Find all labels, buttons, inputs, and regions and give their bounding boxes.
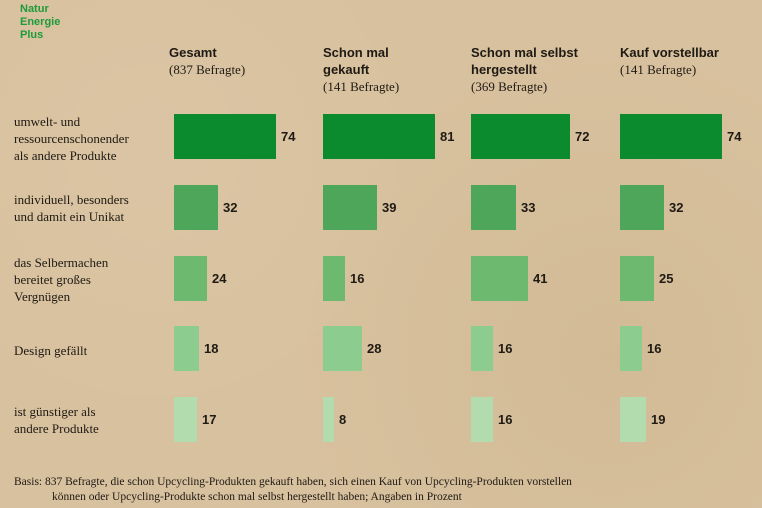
column-header-respondents: (369 Befragte) xyxy=(471,79,548,94)
bar-gesamt-row-5 xyxy=(174,397,197,442)
footnote-line-1: Basis: 837 Befragte, die schon Upcycling… xyxy=(14,476,572,488)
row-label-umweltschonend: umwelt- und ressourcenschonender als and… xyxy=(14,113,129,164)
value-label-hergestellt-row-3: 41 xyxy=(533,270,548,286)
row-label-line: bereitet großes xyxy=(14,272,91,287)
bar-gekauft-row-2 xyxy=(323,185,377,230)
column-header-respondents: (141 Befragte) xyxy=(620,62,697,77)
column-header-title-line2: hergestellt xyxy=(471,62,537,77)
row-label-guenstiger: ist günstiger als andere Produkte xyxy=(14,403,99,437)
value-label-vorstellbar-row-4: 16 xyxy=(647,340,662,356)
bar-vorstellbar-row-2 xyxy=(620,185,664,230)
value-label-hergestellt-row-5: 16 xyxy=(498,411,513,427)
value-label-vorstellbar-row-2: 32 xyxy=(669,199,684,215)
value-label-hergestellt-row-4: 16 xyxy=(498,340,513,356)
bar-vorstellbar-row-3 xyxy=(620,256,654,301)
logo-line-1: Natur xyxy=(20,3,49,15)
bar-hergestellt-row-2 xyxy=(471,185,516,230)
row-label-line: als andere Produkte xyxy=(14,148,117,163)
column-header-respondents: (837 Befragte) xyxy=(169,62,246,77)
row-label-line: ressourcenschonender xyxy=(14,131,129,146)
column-header-gesamt: Gesamt (837 Befragte) xyxy=(169,44,245,78)
row-label-design: Design gefällt xyxy=(14,342,87,359)
bar-hergestellt-row-1 xyxy=(471,114,570,159)
bar-hergestellt-row-3 xyxy=(471,256,528,301)
bar-gekauft-row-4 xyxy=(323,326,362,371)
row-label-vergnuegen: das Selbermachen bereitet großes Vergnüg… xyxy=(14,254,108,305)
value-label-hergestellt-row-2: 33 xyxy=(521,199,536,215)
column-header-title: Schon mal selbst xyxy=(471,45,578,60)
footnote-line-2: können oder Upcycling-Produkte schon mal… xyxy=(52,491,462,503)
brand-logo: Natur Energie Plus xyxy=(20,3,60,42)
column-header-hergestellt: Schon mal selbst hergestellt (369 Befrag… xyxy=(471,44,578,95)
value-label-gekauft-row-5: 8 xyxy=(339,411,347,427)
bar-hergestellt-row-5 xyxy=(471,397,493,442)
bar-vorstellbar-row-1 xyxy=(620,114,722,159)
bar-vorstellbar-row-5 xyxy=(620,397,646,442)
bar-hergestellt-row-4 xyxy=(471,326,493,371)
logo-line-3: Plus xyxy=(20,29,44,41)
value-label-vorstellbar-row-5: 19 xyxy=(651,411,666,427)
value-label-gesamt-row-5: 17 xyxy=(202,411,217,427)
column-header-title: Kauf vorstellbar xyxy=(620,45,719,60)
value-label-gesamt-row-4: 18 xyxy=(204,340,219,356)
row-label-line: individuell, besonders xyxy=(14,192,129,207)
row-label-line: und damit ein Unikat xyxy=(14,209,125,224)
row-label-line: das Selbermachen xyxy=(14,255,109,270)
bar-gesamt-row-2 xyxy=(174,185,218,230)
column-header-vorstellbar: Kauf vorstellbar (141 Befragte) xyxy=(620,44,719,78)
value-label-gesamt-row-1: 74 xyxy=(281,128,296,144)
row-label-line: Vergnügen xyxy=(14,289,71,304)
row-label-unikat: individuell, besonders und damit ein Uni… xyxy=(14,191,129,225)
column-header-title: Schon mal xyxy=(323,45,389,60)
value-label-gekauft-row-4: 28 xyxy=(367,340,382,356)
value-label-gekauft-row-3: 16 xyxy=(350,270,365,286)
row-label-line: andere Produkte xyxy=(14,421,99,436)
column-header-title-line2: gekauft xyxy=(323,62,370,77)
row-label-line: Design gefällt xyxy=(14,343,88,358)
bar-gesamt-row-4 xyxy=(174,326,199,371)
column-header-title: Gesamt xyxy=(169,45,217,60)
logo-line-2: Energie xyxy=(20,16,61,28)
column-header-gekauft: Schon mal gekauft (141 Befragte) xyxy=(323,44,399,95)
value-label-vorstellbar-row-1: 74 xyxy=(727,128,742,144)
value-label-vorstellbar-row-3: 25 xyxy=(659,270,674,286)
value-label-gekauft-row-2: 39 xyxy=(382,199,397,215)
footnote: Basis: 837 Befragte, die schon Upcycling… xyxy=(14,475,749,505)
row-label-line: ist günstiger als xyxy=(14,404,96,419)
bar-vorstellbar-row-4 xyxy=(620,326,642,371)
column-header-respondents: (141 Befragte) xyxy=(323,79,400,94)
value-label-hergestellt-row-1: 72 xyxy=(575,128,590,144)
bar-gesamt-row-3 xyxy=(174,256,207,301)
bar-gekauft-row-3 xyxy=(323,256,345,301)
value-label-gesamt-row-3: 24 xyxy=(212,270,227,286)
row-label-line: umwelt- und xyxy=(14,114,81,129)
value-label-gekauft-row-1: 81 xyxy=(440,128,455,144)
bar-gesamt-row-1 xyxy=(174,114,276,159)
value-label-gesamt-row-2: 32 xyxy=(223,199,238,215)
bar-gekauft-row-5 xyxy=(323,397,334,442)
bar-gekauft-row-1 xyxy=(323,114,435,159)
